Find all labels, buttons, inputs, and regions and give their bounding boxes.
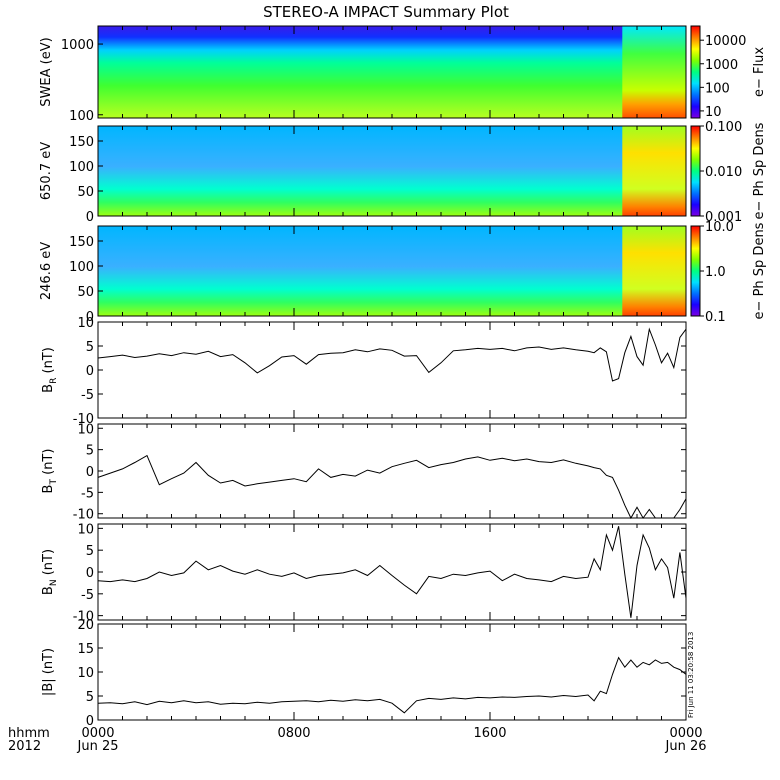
x-axis-row2-label: 2012 [8, 739, 41, 754]
ylabel-bmag: |B| (nT) [41, 648, 56, 696]
x-axis-row1-label: hhmm [8, 726, 50, 741]
xtick-hhmm-label: 0800 [277, 726, 310, 741]
panel-pad246: 150 100 50 0 246.6 eV 10.0 1.0 0.1 e− Ph Sp Dens [39, 220, 767, 325]
side-stamp: Fri Jun 11 03:20:58 2013 [687, 632, 695, 718]
ytick-label-bt: 0 [86, 465, 94, 480]
ytick-label-bmag: 20 [77, 618, 94, 633]
plot-title: STEREO-A IMPACT Summary Plot [263, 3, 509, 21]
ytick-label-pad246: 150 [69, 235, 94, 250]
colorbar-tick-label-pad246: 1.0 [705, 265, 726, 280]
panel-br: 10 5 0 -5 -10 BR (nT) [41, 316, 687, 427]
ytick-label-swea: 1000 [61, 38, 94, 53]
ytick-label-bn: 5 [86, 544, 94, 559]
series-line-br [97, 327, 687, 382]
ylabel-bn: BN (nT) [41, 549, 59, 595]
ytick-label-bn: 0 [86, 566, 94, 581]
panel-swea: 1000 100 SWEA (eV) 10000 1000 100 10 e− Flux [39, 25, 767, 124]
ytick-label-bn: 10 [77, 522, 94, 537]
ytick-label-pad650: 0 [86, 210, 94, 225]
ytick-label-br: 5 [86, 340, 94, 355]
ytick-label-bmag: 15 [77, 642, 94, 657]
series-line-bt [97, 454, 687, 520]
spectrogram-pad650 [98, 126, 686, 216]
ytick-label-pad650: 100 [69, 160, 94, 175]
xtick-hhmm-label: 1600 [473, 726, 506, 741]
ylabel-pad650: 650.7 eV [39, 142, 54, 200]
ytick-label-pad650: 150 [69, 135, 94, 150]
spectrogram-disturbed-pad650 [622, 126, 686, 216]
frame-br [97, 321, 687, 419]
ytick-label-br: 0 [86, 364, 94, 379]
ytick-label-bmag: 5 [86, 690, 94, 705]
colorbar-tick-label-swea: 10 [705, 105, 722, 120]
ylabel-bt: BT (nT) [41, 449, 59, 494]
spectrogram-disturbed-swea [622, 26, 686, 118]
ytick-label-pad246: 0 [86, 310, 94, 325]
series-line-bn [97, 526, 687, 618]
ytick-label-pad246: 100 [69, 260, 94, 275]
ylabel-swea: SWEA (eV) [39, 37, 54, 106]
frame-bmag [97, 623, 687, 721]
ytick-label-bt: 10 [77, 422, 94, 437]
colorbar-tick-label-pad246: 10.0 [705, 220, 734, 235]
xtick-date-label: Jun 26 [665, 739, 707, 754]
series-line-bmag [97, 656, 687, 714]
ytick-label-swea: 100 [69, 109, 94, 124]
panel-pad650: 150 100 50 0 650.7 eV 0.100 0.010 0.001 e− Ph Sp… [39, 120, 767, 225]
frame-bt [97, 423, 687, 519]
panel-bmag: 20 15 10 5 0 |B| (nT) [41, 618, 687, 729]
ytick-label-bt: 5 [86, 444, 94, 459]
colorbar-tick-label-swea: 100 [705, 81, 730, 96]
spectrogram-swea [98, 26, 686, 118]
ytick-label-bn: -10 [73, 610, 94, 625]
colorbar-tick-label-pad650: 0.100 [705, 120, 742, 135]
colorbar-tick-label-pad246: 0.1 [705, 310, 726, 325]
ytick-label-bn: -5 [81, 588, 94, 603]
ytick-label-bmag: 10 [77, 666, 94, 681]
ytick-label-br: 10 [77, 316, 94, 331]
colorbar-tick-label-pad650: 0.001 [705, 210, 742, 225]
ytick-label-br: -10 [73, 412, 94, 427]
ytick-label-br: -5 [81, 388, 94, 403]
frame-bn [97, 523, 687, 621]
ytick-label-bmag: 0 [86, 714, 94, 729]
panel-bt: 10 5 0 -5 -10 BT (nT) [41, 422, 687, 523]
xtick-hhmm-label: 0000 [669, 726, 702, 741]
colorbar-label-swea: e− Flux [752, 47, 767, 97]
colorbar-tick-label-swea: 10000 [705, 34, 746, 49]
ytick-label-pad246: 50 [77, 285, 94, 300]
ylabel-pad246: 246.6 eV [39, 242, 54, 300]
colorbar-pad246 [690, 225, 701, 317]
xtick-hhmm-label: 0000 [81, 726, 114, 741]
ytick-label-bt: -5 [81, 486, 94, 501]
xtick-date-label: Jun 25 [77, 739, 119, 754]
spectrogram-pad246 [98, 226, 686, 316]
colorbar-label-pad650: e− Ph Sp Dens [752, 122, 767, 219]
colorbar-pad650 [690, 125, 701, 217]
spectrogram-disturbed-pad246 [622, 226, 686, 316]
colorbar-label-pad246: e− Ph Sp Dens [752, 222, 767, 319]
colorbar-swea [690, 25, 701, 119]
colorbar-tick-label-swea: 1000 [705, 58, 738, 73]
colorbar-tick-label-pad650: 0.010 [705, 165, 742, 180]
ylabel-br: BR (nT) [41, 347, 59, 393]
ytick-label-pad650: 50 [77, 185, 94, 200]
panel-bn: 10 5 0 -5 -10 BN (nT) [41, 522, 687, 625]
ytick-label-bt: -10 [73, 508, 94, 523]
